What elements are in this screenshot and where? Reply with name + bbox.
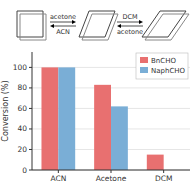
tick-label: 40 (17, 124, 27, 133)
tick-label: 100 (13, 63, 28, 72)
annotation: acetone (50, 13, 76, 21)
legend: BnCHO NaphCHO (136, 53, 188, 79)
tick-label: 0 (22, 166, 27, 175)
bars (41, 67, 163, 170)
bar (41, 67, 58, 170)
arrow-head (139, 20, 143, 24)
tick-label: DCM (155, 174, 172, 183)
legend-label: BnCHO (151, 57, 176, 65)
legend-swatch (140, 67, 148, 73)
x-axis: ACN Acetone DCM (50, 170, 172, 183)
bar (58, 67, 75, 170)
tick-label: ACN (50, 174, 66, 183)
annotation: DCM (122, 13, 137, 21)
arrow (50, 22, 73, 23)
arrow (117, 22, 140, 23)
legend-frame (136, 53, 188, 79)
arrow (120, 26, 143, 27)
axis-label: Conversion (%) (1, 80, 10, 141)
frame-shape (17, 11, 43, 37)
bar (94, 85, 111, 170)
tick-label: 60 (17, 104, 27, 113)
frame-shape (20, 14, 46, 40)
frame-shape (82, 14, 118, 40)
y-axis-line (32, 52, 33, 170)
annotation: acetone (117, 28, 143, 36)
bar (147, 155, 164, 170)
y-axis: 0 20 40 60 80 100 (13, 63, 190, 175)
legend-label: NaphCHO (151, 67, 186, 75)
chart: acetone ACN DCM acetone 0 20 40 60 80 100 ACN Aceto… (0, 0, 195, 189)
arrow-head (50, 24, 54, 28)
tick-mark (111, 170, 112, 173)
legend-swatch (140, 57, 148, 63)
tick-label: 80 (17, 83, 27, 92)
frame-shape (145, 14, 189, 40)
tick-label: 20 (17, 145, 27, 154)
bar (111, 106, 128, 170)
arrow (53, 26, 76, 27)
frame-shape (142, 11, 186, 37)
tick-label: Acetone (96, 174, 127, 183)
tick-mark (163, 170, 164, 173)
schematic: acetone ACN DCM acetone (17, 11, 189, 40)
annotation: ACN (56, 28, 70, 36)
tick-mark (58, 170, 59, 173)
